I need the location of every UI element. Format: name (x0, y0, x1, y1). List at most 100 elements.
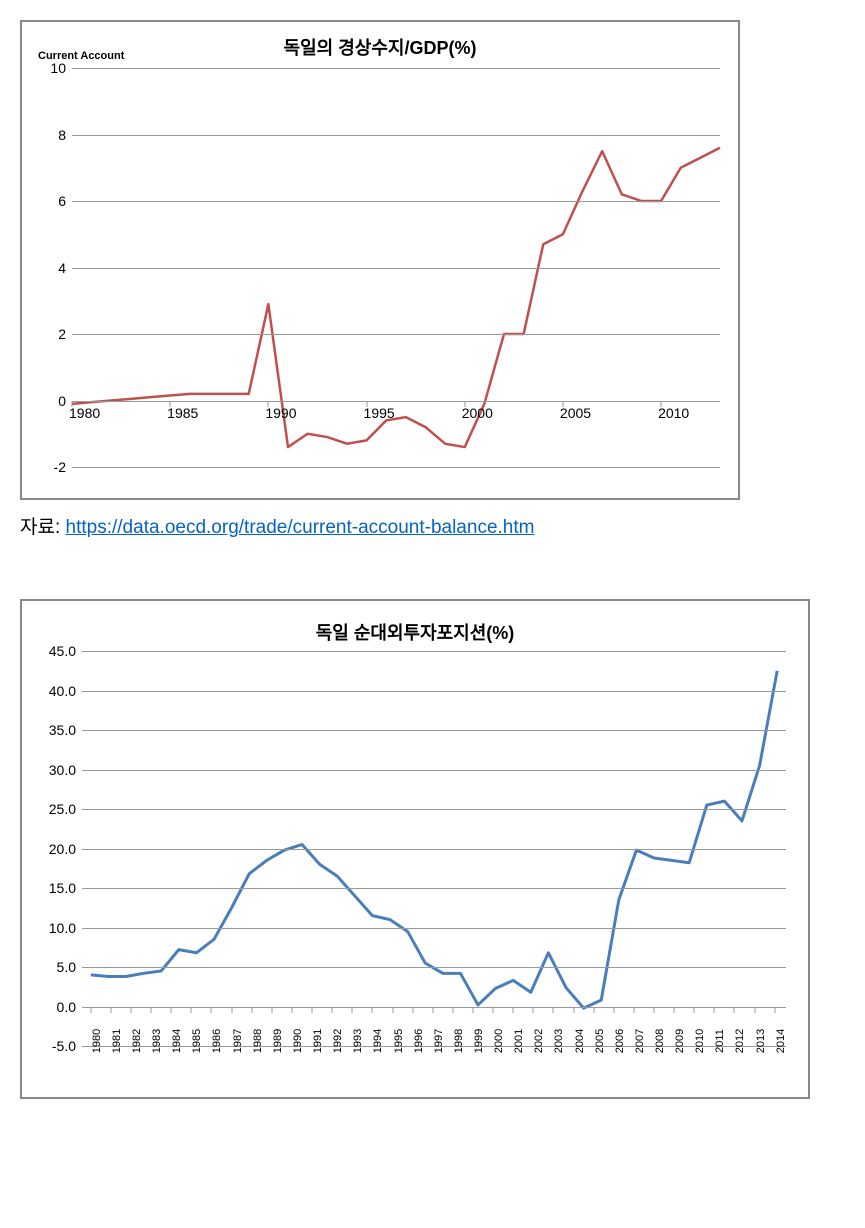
y-tick-label: 6 (58, 193, 72, 209)
x-tick-mark (412, 1007, 413, 1013)
y-tick-label: 15.0 (49, 880, 82, 896)
x-tick-label: 1981 (111, 1028, 123, 1052)
x-tick-label: 2013 (755, 1028, 767, 1052)
x-tick-mark (674, 1007, 675, 1013)
gridline (72, 135, 720, 136)
x-tick-label: 1995 (364, 405, 395, 421)
x-tick-mark (593, 1007, 594, 1013)
y-tick-label: 20.0 (49, 841, 82, 857)
x-tick-label: 1980 (91, 1028, 103, 1052)
gridline (82, 809, 786, 810)
x-tick-label: 1982 (131, 1028, 143, 1052)
x-tick-mark (452, 1007, 453, 1013)
x-tick-label: 1984 (171, 1028, 183, 1052)
chart-germany-niip: 독일 순대외투자포지션(%) -5.00.05.010.015.020.025.… (20, 599, 810, 1099)
y-tick-label: 2 (58, 326, 72, 342)
y-tick-label: 10 (50, 60, 72, 76)
x-tick-mark (432, 1007, 433, 1013)
x-tick-mark (171, 1007, 172, 1013)
chart-germany-current-account: 독일의 경상수지/GDP(%) Current Account -2024681… (20, 20, 740, 500)
x-tick-label: 1995 (393, 1028, 405, 1052)
x-tick-label: 1980 (69, 405, 100, 421)
x-tick-mark (131, 1007, 132, 1013)
x-tick-mark (312, 1007, 313, 1013)
x-tick-mark (562, 401, 563, 407)
x-tick-label: 2004 (574, 1028, 586, 1052)
data-line (91, 671, 777, 1008)
gridline (82, 1007, 786, 1008)
x-tick-label: 1989 (272, 1028, 284, 1052)
y-tick-label: -5.0 (52, 1038, 82, 1054)
x-tick-label: 1986 (211, 1028, 223, 1052)
x-tick-label: 1985 (167, 405, 198, 421)
x-tick-mark (231, 1007, 232, 1013)
x-tick-mark (291, 1007, 292, 1013)
x-tick-label: 2012 (734, 1028, 746, 1052)
x-tick-mark (72, 401, 73, 407)
x-tick-label: 2010 (694, 1028, 706, 1052)
x-tick-mark (774, 1007, 775, 1013)
x-tick-label: 1998 (453, 1028, 465, 1052)
x-tick-label: 1994 (372, 1028, 384, 1052)
gridline (72, 334, 720, 335)
gridline (82, 888, 786, 889)
gridline (82, 651, 786, 652)
x-tick-label: 2014 (775, 1028, 787, 1052)
x-tick-mark (268, 401, 269, 407)
x-tick-label: 1992 (332, 1028, 344, 1052)
x-tick-mark (191, 1007, 192, 1013)
x-tick-mark (366, 401, 367, 407)
x-tick-mark (472, 1007, 473, 1013)
x-tick-mark (661, 401, 662, 407)
x-tick-label: 1987 (232, 1028, 244, 1052)
source-line: 자료: https://data.oecd.org/trade/current-… (20, 512, 845, 539)
y-tick-label: 5.0 (57, 959, 82, 975)
x-tick-mark (170, 401, 171, 407)
x-tick-mark (372, 1007, 373, 1013)
x-tick-label: 1993 (352, 1028, 364, 1052)
x-tick-label: 2010 (658, 405, 689, 421)
x-tick-label: 2001 (513, 1028, 525, 1052)
x-tick-label: 1990 (292, 1028, 304, 1052)
source-prefix: 자료: (20, 517, 66, 538)
x-tick-mark (613, 1007, 614, 1013)
y-tick-label: 35.0 (49, 722, 82, 738)
y-tick-label: 8 (58, 127, 72, 143)
x-tick-mark (110, 1007, 111, 1013)
x-tick-label: 2007 (634, 1028, 646, 1052)
x-tick-mark (573, 1007, 574, 1013)
x-tick-mark (211, 1007, 212, 1013)
y-tick-label: 40.0 (49, 683, 82, 699)
x-tick-label: 1985 (191, 1028, 203, 1052)
gridline (82, 928, 786, 929)
x-tick-label: 2006 (614, 1028, 626, 1052)
x-tick-mark (714, 1007, 715, 1013)
x-tick-label: 2000 (493, 1028, 505, 1052)
x-tick-mark (553, 1007, 554, 1013)
x-tick-mark (493, 1007, 494, 1013)
x-tick-mark (151, 1007, 152, 1013)
gridline (82, 967, 786, 968)
x-tick-label: 2005 (560, 405, 591, 421)
x-tick-label: 2002 (533, 1028, 545, 1052)
x-tick-mark (754, 1007, 755, 1013)
x-tick-mark (694, 1007, 695, 1013)
y-tick-label: -2 (54, 459, 72, 475)
x-tick-mark (352, 1007, 353, 1013)
x-tick-mark (392, 1007, 393, 1013)
x-tick-mark (332, 1007, 333, 1013)
gridline (72, 201, 720, 202)
x-tick-label: 1997 (433, 1028, 445, 1052)
gridline (72, 467, 720, 468)
y-tick-label: 30.0 (49, 762, 82, 778)
plot-area: -5.00.05.010.015.020.025.030.035.040.045… (82, 651, 786, 1047)
y-tick-label: 25.0 (49, 801, 82, 817)
x-tick-label: 2008 (654, 1028, 666, 1052)
x-tick-label: 1996 (413, 1028, 425, 1052)
x-tick-mark (251, 1007, 252, 1013)
y-tick-label: 10.0 (49, 920, 82, 936)
x-tick-mark (633, 1007, 634, 1013)
chart-title: 독일의 경상수지/GDP(%) (22, 34, 738, 60)
x-tick-mark (90, 1007, 91, 1013)
source-link[interactable]: https://data.oecd.org/trade/current-acco… (66, 517, 535, 538)
